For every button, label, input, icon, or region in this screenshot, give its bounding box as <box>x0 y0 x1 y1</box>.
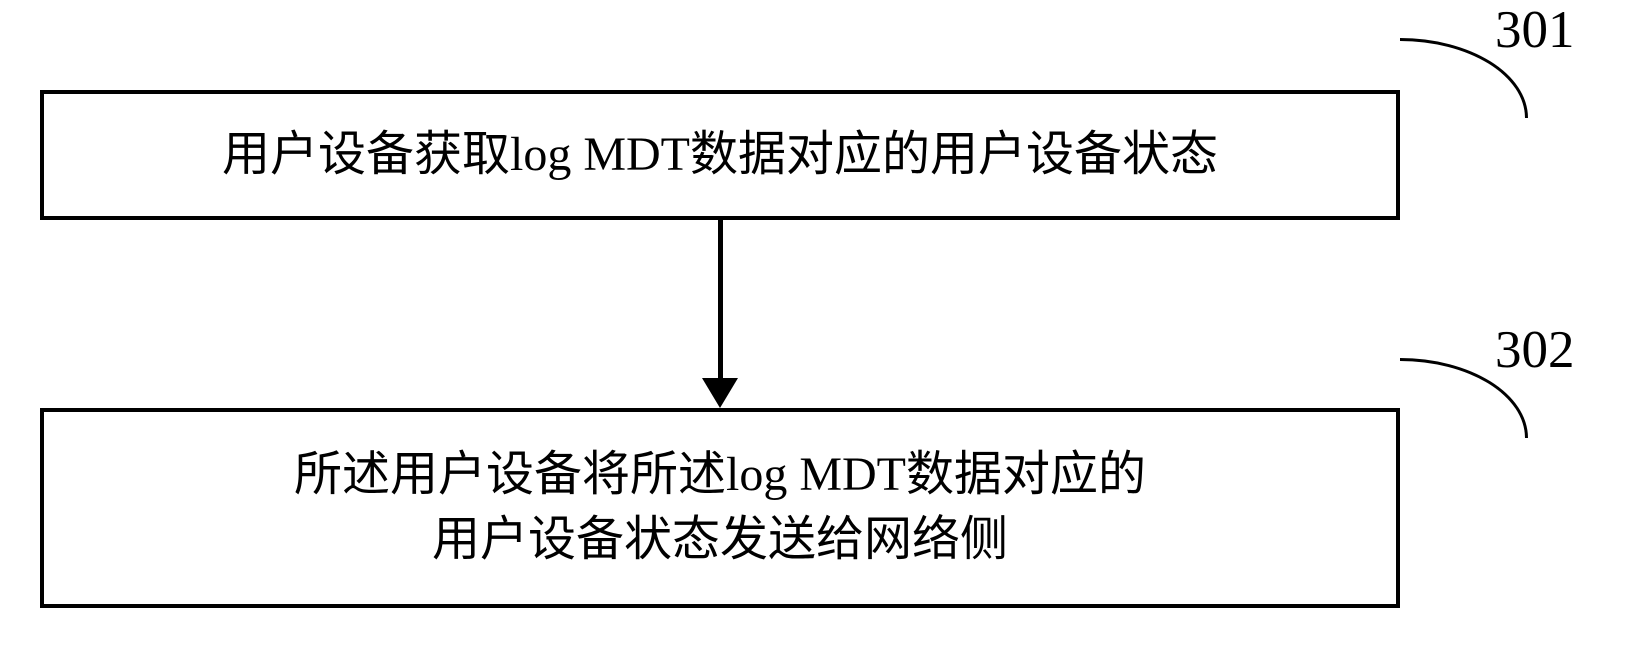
arrow-shaft <box>718 220 723 380</box>
callout-label-302: 302 <box>1495 320 1575 380</box>
flow-step-1-text: 用户设备获取log MDT数据对应的用户设备状态 <box>222 123 1218 188</box>
flow-step-2: 所述用户设备将所述log MDT数据对应的 用户设备状态发送给网络侧 <box>40 408 1400 608</box>
flow-step-2-text-line2: 用户设备状态发送给网络侧 <box>432 508 1008 573</box>
arrow-head-icon <box>702 378 738 408</box>
flow-step-2-text-line1: 所述用户设备将所述log MDT数据对应的 <box>294 443 1146 508</box>
flow-step-1: 用户设备获取log MDT数据对应的用户设备状态 <box>40 90 1400 220</box>
callout-label-301: 301 <box>1495 0 1575 60</box>
diagram-canvas: 用户设备获取log MDT数据对应的用户设备状态 301 所述用户设备将所述lo… <box>0 0 1634 647</box>
